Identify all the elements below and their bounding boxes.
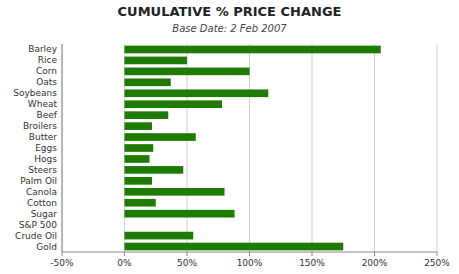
category-label: Steers [28, 165, 57, 175]
category-label: Crude Oil [15, 231, 57, 241]
category-label: Sugar [31, 209, 58, 219]
grid-line [62, 44, 63, 252]
bar [125, 177, 153, 185]
tick-label: 150% [299, 258, 325, 268]
category-label: Hogs [34, 154, 57, 164]
tick-mark [249, 252, 250, 256]
bar [125, 57, 188, 65]
category-label: Cotton [27, 198, 57, 208]
category-label: Butter [29, 132, 57, 142]
bar [125, 68, 250, 76]
tick-mark [312, 252, 313, 256]
grid-line [312, 44, 313, 252]
category-label: Barley [28, 44, 57, 54]
bar [125, 46, 381, 54]
tick-label: 50% [177, 258, 197, 268]
bar [125, 122, 153, 130]
category-label: Wheat [28, 99, 58, 109]
tick-mark [62, 252, 63, 256]
bar [125, 78, 171, 86]
x-axis-line [62, 252, 437, 253]
tick-label: 100% [237, 258, 263, 268]
grid [62, 44, 437, 252]
category-label: Eggs [35, 143, 57, 153]
category-label: Oats [36, 77, 57, 87]
category-label: Gold [36, 242, 57, 252]
bar [125, 188, 225, 196]
subtitle: Base Date: 2 Feb 2007 [172, 23, 287, 34]
category-label: Corn [36, 66, 57, 76]
bar [125, 100, 223, 108]
grid-line [437, 44, 438, 252]
category-label: Palm Oil [20, 176, 57, 186]
tick-mark [374, 252, 375, 256]
tick-mark [124, 252, 125, 256]
bar [125, 111, 169, 119]
category-label: Beef [37, 110, 58, 120]
x-axis: -50% 0% 50% 100% 150% 200% 250% [50, 252, 450, 268]
category-label: Canola [26, 187, 57, 197]
tick-mark [437, 252, 438, 256]
bars [125, 46, 381, 251]
category-label: Rice [38, 55, 58, 65]
bar [125, 243, 344, 251]
bar [125, 144, 154, 152]
category-label: Soybeans [13, 88, 57, 98]
category-label: S&P 500 [19, 220, 57, 230]
category-label: Broilers [23, 121, 57, 131]
bar [125, 199, 156, 207]
y-axis: BarleyRiceCornOatsSoybeansWheatBeefBroil… [13, 44, 58, 251]
bar [125, 155, 150, 163]
tick-label: 0% [117, 258, 132, 268]
bar [125, 232, 194, 240]
bar [125, 210, 235, 218]
bar [125, 166, 184, 174]
bar [125, 89, 269, 97]
chart: CUMULATIVE % PRICE CHANGE Base Date: 2 Fe… [0, 0, 459, 274]
tick-mark [187, 252, 188, 256]
grid-line [374, 44, 375, 252]
bar [125, 133, 196, 141]
bar [124, 221, 125, 229]
title: CUMULATIVE % PRICE CHANGE [118, 4, 342, 19]
tick-label: 250% [424, 258, 450, 268]
y-axis-line [62, 44, 63, 252]
tick-label: 200% [362, 258, 388, 268]
tick-label: -50% [50, 258, 74, 268]
